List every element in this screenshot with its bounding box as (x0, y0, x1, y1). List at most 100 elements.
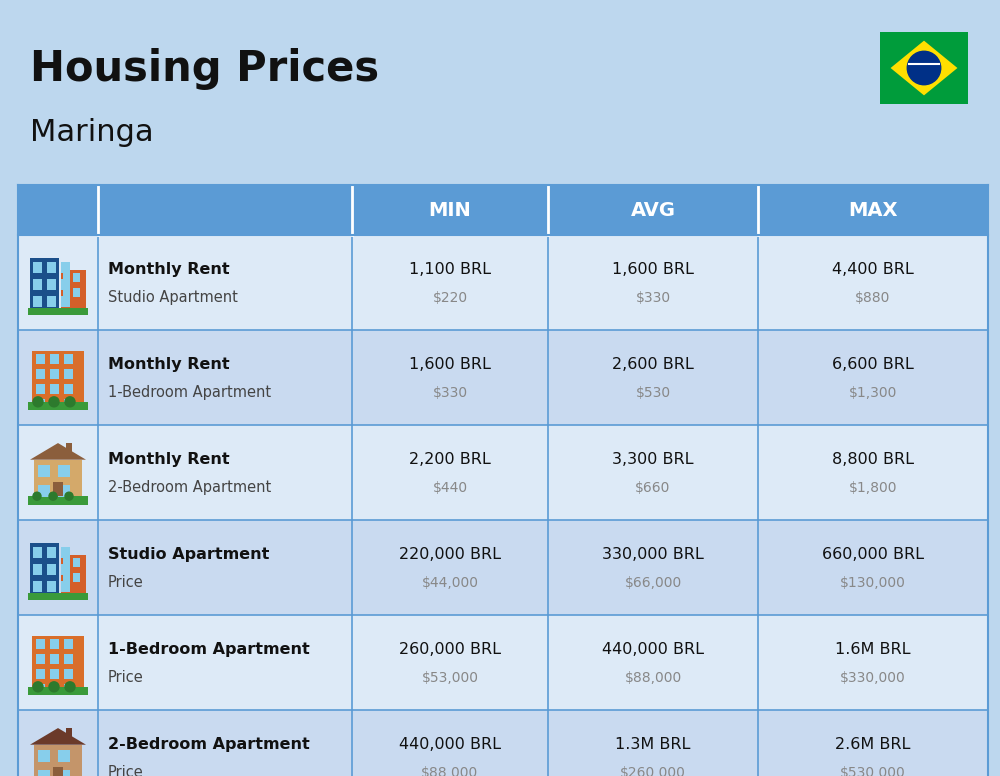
FancyBboxPatch shape (28, 496, 88, 504)
Text: Monthly Rent: Monthly Rent (108, 262, 230, 277)
Text: 2.6M BRL: 2.6M BRL (835, 736, 911, 752)
FancyBboxPatch shape (30, 543, 59, 594)
FancyBboxPatch shape (47, 581, 56, 592)
FancyBboxPatch shape (352, 330, 548, 425)
Text: $880: $880 (855, 291, 891, 305)
FancyBboxPatch shape (63, 288, 70, 297)
FancyBboxPatch shape (61, 555, 86, 593)
Text: Maringa: Maringa (30, 118, 154, 147)
Text: MAX: MAX (848, 200, 898, 220)
FancyBboxPatch shape (66, 443, 72, 453)
FancyBboxPatch shape (18, 425, 98, 520)
FancyBboxPatch shape (98, 330, 352, 425)
Text: Studio Apartment: Studio Apartment (108, 290, 238, 305)
FancyBboxPatch shape (758, 185, 988, 235)
FancyBboxPatch shape (98, 710, 352, 776)
Text: 8,800 BRL: 8,800 BRL (832, 452, 914, 466)
FancyBboxPatch shape (58, 485, 70, 497)
FancyBboxPatch shape (36, 669, 45, 679)
FancyBboxPatch shape (61, 547, 70, 558)
FancyBboxPatch shape (50, 369, 59, 379)
Text: 1,600 BRL: 1,600 BRL (409, 357, 491, 372)
FancyBboxPatch shape (548, 425, 758, 520)
FancyBboxPatch shape (34, 459, 82, 497)
FancyBboxPatch shape (61, 296, 70, 307)
FancyBboxPatch shape (33, 279, 42, 290)
Text: 2-Bedroom Apartment: 2-Bedroom Apartment (108, 736, 310, 752)
FancyBboxPatch shape (98, 185, 352, 235)
FancyBboxPatch shape (64, 669, 73, 679)
FancyBboxPatch shape (50, 669, 59, 679)
Text: Studio Apartment: Studio Apartment (108, 547, 269, 562)
Polygon shape (30, 728, 86, 745)
FancyBboxPatch shape (18, 615, 98, 710)
Polygon shape (891, 40, 957, 95)
FancyBboxPatch shape (30, 258, 59, 310)
FancyBboxPatch shape (36, 384, 45, 394)
FancyBboxPatch shape (98, 235, 352, 330)
Text: $66,000: $66,000 (624, 576, 682, 590)
FancyBboxPatch shape (36, 684, 45, 694)
Text: $330: $330 (432, 386, 468, 400)
FancyBboxPatch shape (28, 308, 88, 314)
FancyBboxPatch shape (61, 564, 70, 575)
FancyBboxPatch shape (33, 547, 42, 558)
Text: 260,000 BRL: 260,000 BRL (399, 642, 501, 656)
FancyBboxPatch shape (758, 520, 988, 615)
Text: 2,600 BRL: 2,600 BRL (612, 357, 694, 372)
FancyBboxPatch shape (61, 279, 70, 290)
FancyBboxPatch shape (53, 482, 63, 496)
FancyBboxPatch shape (34, 745, 82, 776)
Text: $53,000: $53,000 (422, 670, 479, 684)
FancyBboxPatch shape (36, 369, 45, 379)
FancyBboxPatch shape (73, 558, 80, 567)
Text: $88,000: $88,000 (624, 670, 682, 684)
FancyBboxPatch shape (50, 684, 59, 694)
FancyBboxPatch shape (47, 279, 56, 290)
FancyBboxPatch shape (28, 402, 88, 410)
FancyBboxPatch shape (548, 520, 758, 615)
Text: $330: $330 (635, 291, 671, 305)
Text: Monthly Rent: Monthly Rent (108, 452, 230, 466)
FancyBboxPatch shape (880, 32, 968, 104)
FancyBboxPatch shape (36, 399, 45, 409)
FancyBboxPatch shape (98, 615, 352, 710)
FancyBboxPatch shape (58, 770, 70, 776)
FancyBboxPatch shape (352, 235, 548, 330)
FancyBboxPatch shape (50, 354, 59, 364)
Text: 2-Bedroom Apartment: 2-Bedroom Apartment (108, 480, 271, 495)
Text: 4,400 BRL: 4,400 BRL (832, 262, 914, 277)
FancyBboxPatch shape (32, 636, 84, 688)
FancyBboxPatch shape (18, 185, 98, 235)
Text: 1-Bedroom Apartment: 1-Bedroom Apartment (108, 385, 271, 400)
FancyBboxPatch shape (50, 654, 59, 663)
Text: 440,000 BRL: 440,000 BRL (399, 736, 501, 752)
FancyBboxPatch shape (61, 262, 70, 273)
FancyBboxPatch shape (758, 710, 988, 776)
Text: 1,100 BRL: 1,100 BRL (409, 262, 491, 277)
FancyBboxPatch shape (548, 615, 758, 710)
Text: 1.3M BRL: 1.3M BRL (615, 736, 691, 752)
FancyBboxPatch shape (38, 465, 50, 476)
FancyBboxPatch shape (98, 425, 352, 520)
FancyBboxPatch shape (58, 750, 70, 762)
FancyBboxPatch shape (64, 639, 73, 649)
FancyBboxPatch shape (758, 425, 988, 520)
Circle shape (49, 397, 59, 407)
Text: $260,000: $260,000 (620, 766, 686, 776)
Text: $1,300: $1,300 (849, 386, 897, 400)
FancyBboxPatch shape (33, 564, 42, 575)
FancyBboxPatch shape (38, 485, 50, 497)
FancyBboxPatch shape (548, 185, 758, 235)
Text: $130,000: $130,000 (840, 576, 906, 590)
Circle shape (33, 397, 43, 407)
Text: $530,000: $530,000 (840, 766, 906, 776)
FancyBboxPatch shape (548, 235, 758, 330)
FancyBboxPatch shape (63, 558, 70, 567)
FancyBboxPatch shape (47, 547, 56, 558)
FancyBboxPatch shape (36, 354, 45, 364)
FancyBboxPatch shape (548, 710, 758, 776)
FancyBboxPatch shape (73, 273, 80, 282)
FancyBboxPatch shape (98, 520, 352, 615)
Text: 1,600 BRL: 1,600 BRL (612, 262, 694, 277)
